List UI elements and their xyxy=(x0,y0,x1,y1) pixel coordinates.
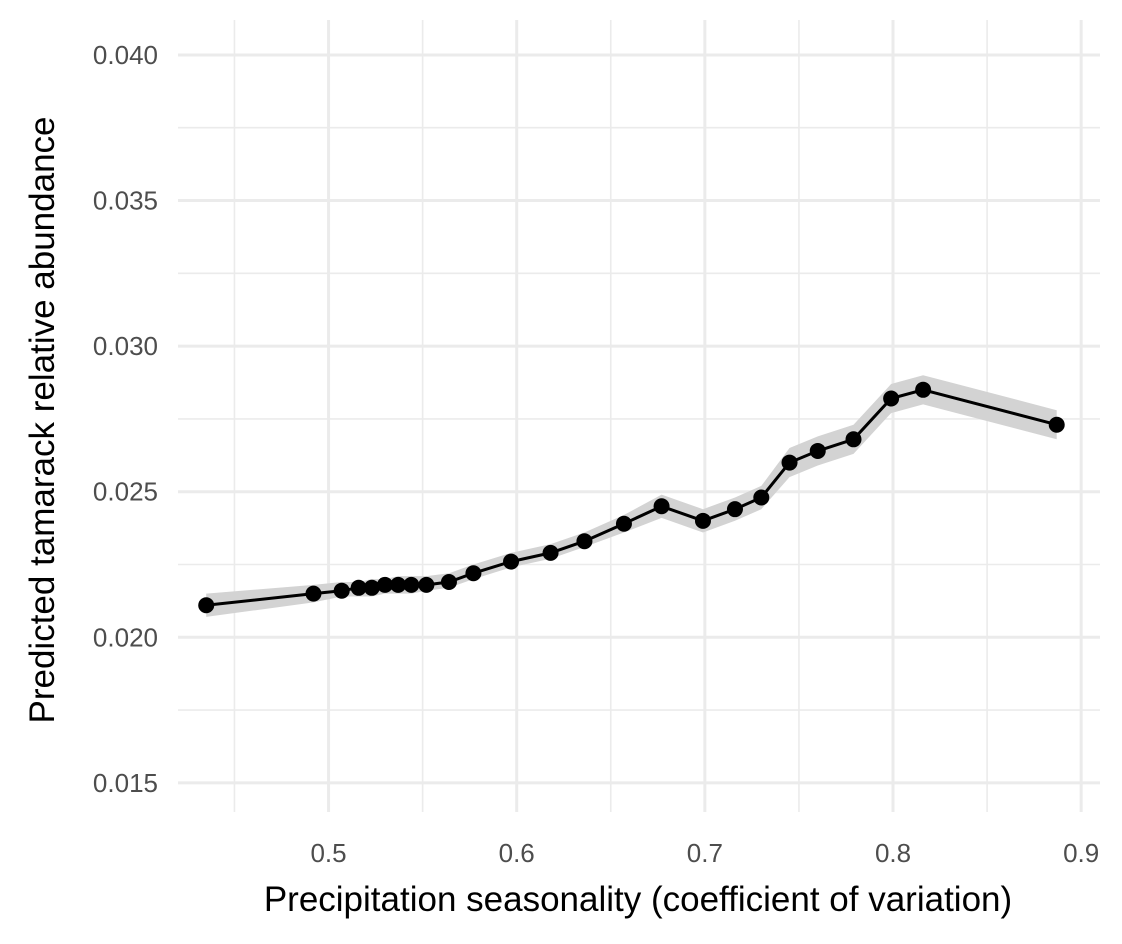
y-tick-label: 0.035 xyxy=(93,186,158,216)
data-point xyxy=(809,442,826,459)
y-tick-label: 0.025 xyxy=(93,477,158,507)
data-points-layer xyxy=(198,381,1065,614)
data-point xyxy=(333,582,350,599)
x-tick-label: 0.5 xyxy=(310,838,346,868)
y-axis-tick-labels: 0.015 0.020 0.025 0.030 0.035 0.040 xyxy=(93,40,158,798)
data-point xyxy=(440,573,457,590)
x-tick-label: 0.8 xyxy=(875,838,911,868)
confidence-band-layer xyxy=(206,375,1057,617)
data-point xyxy=(615,515,632,532)
y-tick-label: 0.020 xyxy=(93,622,158,652)
data-point xyxy=(542,544,559,561)
data-point xyxy=(845,431,862,448)
data-point xyxy=(781,454,798,471)
data-point xyxy=(305,585,322,602)
data-point xyxy=(198,597,215,614)
data-point xyxy=(390,576,407,593)
data-point xyxy=(363,579,380,596)
data-point xyxy=(694,512,711,529)
y-tick-label: 0.040 xyxy=(93,40,158,70)
data-point xyxy=(465,565,482,582)
data-point xyxy=(883,390,900,407)
data-point xyxy=(403,576,420,593)
data-point xyxy=(753,489,770,506)
y-tick-label: 0.015 xyxy=(93,768,158,798)
data-point xyxy=(726,501,743,518)
x-tick-label: 0.7 xyxy=(687,838,723,868)
x-axis-tick-labels: 0.5 0.6 0.7 0.8 0.9 xyxy=(310,838,1099,868)
y-axis-title: Predicted tamarack relative abundance xyxy=(23,116,62,723)
data-point xyxy=(376,576,393,593)
confidence-ribbon xyxy=(206,375,1057,617)
y-tick-label: 0.030 xyxy=(93,331,158,361)
data-point xyxy=(350,579,367,596)
data-point xyxy=(1048,416,1065,433)
data-point xyxy=(576,533,593,550)
series-line-layer xyxy=(206,388,1058,607)
data-point xyxy=(418,576,435,593)
minor-gridlines xyxy=(178,20,1100,812)
data-point xyxy=(915,381,932,398)
data-point xyxy=(503,553,520,570)
data-point xyxy=(653,498,670,515)
series-line xyxy=(206,388,1058,607)
x-axis-title: Precipitation seasonality (coefficient o… xyxy=(264,880,1012,919)
x-tick-label: 0.9 xyxy=(1063,838,1099,868)
x-tick-label: 0.6 xyxy=(499,838,535,868)
major-gridlines xyxy=(178,20,1100,812)
